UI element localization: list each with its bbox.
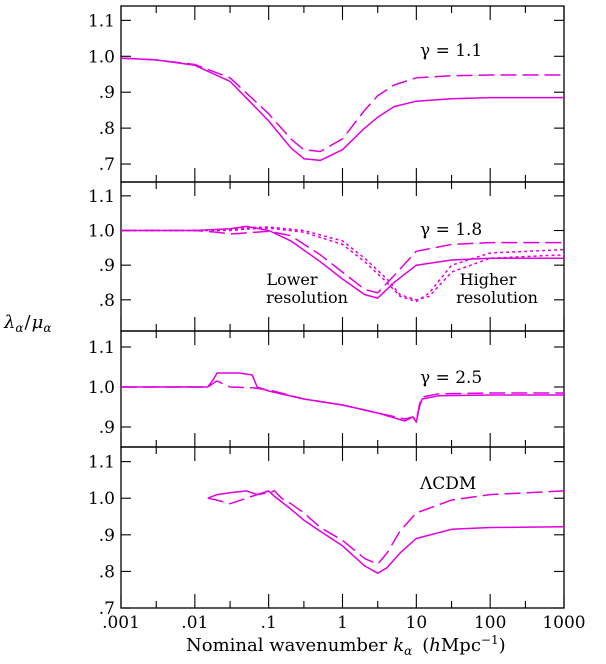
panel-curves xyxy=(207,490,565,574)
y-tick-label: .9 xyxy=(99,418,115,438)
panel-frame xyxy=(120,181,565,332)
x-tick-label: .1 xyxy=(261,613,277,633)
y-tick-label: 1.0 xyxy=(88,489,115,509)
y-axis-label: λα/μα xyxy=(3,312,51,335)
annotation-higher-line2: resolution xyxy=(456,288,538,307)
x-tick-label: .01 xyxy=(181,613,208,633)
panel-ticks xyxy=(120,6,565,182)
x-label-paren-open: ( xyxy=(422,635,429,656)
x-tick-label: 1000 xyxy=(542,613,585,633)
x-label-sup: −1 xyxy=(481,633,499,647)
annotation-lower-line1: Lower xyxy=(266,270,317,289)
x-axis-label: Nominal wavenumber kα (hMpc−1) xyxy=(186,633,506,658)
x-tick-label: .001 xyxy=(102,613,140,633)
x-label-mpc: Mpc xyxy=(441,635,481,656)
y-label-slash: / xyxy=(25,312,32,333)
annotation-higher-line1: Higher xyxy=(460,270,517,289)
series-line-dashed xyxy=(121,380,564,422)
panel-frame xyxy=(120,5,565,183)
y-tick-label: 1.1 xyxy=(88,11,115,31)
series-line-solid xyxy=(121,225,564,299)
panel-gamma-2-5: .9 1.0 1.1 γ = 2.5 xyxy=(88,330,565,448)
panel-ticks xyxy=(120,447,565,609)
series-line-dashed xyxy=(207,490,565,565)
panel-frame xyxy=(120,330,565,448)
y-tick-label: .9 xyxy=(99,526,115,546)
panel-ticks xyxy=(120,331,565,447)
series-line-dashed xyxy=(121,229,564,294)
panel-gamma-1-8: .8 .9 1.0 1.1 γ = 1.8 Lower resolution High… xyxy=(88,181,565,332)
panel-curves xyxy=(121,225,565,303)
y-tick-label: 1.0 xyxy=(88,47,115,67)
panel-ticks xyxy=(120,182,565,331)
x-label-symbol: k xyxy=(393,635,404,656)
y-tick-label: 1.0 xyxy=(88,222,115,242)
panel-gamma-1-1: .7 .8 .9 1.0 1.1 γ = 1.1 xyxy=(88,5,565,183)
x-tick-labels: .001 .01 .1 1 10 100 1000 xyxy=(102,613,586,633)
y-tick-label: 1.1 xyxy=(88,338,115,358)
panel-label: γ = 1.8 xyxy=(420,220,482,240)
y-label-mu: μ xyxy=(32,312,44,333)
x-tick-label: 1 xyxy=(337,613,348,633)
x-label-text: Nominal wavenumber xyxy=(186,635,388,656)
panel-y-tick-labels: .8 .9 1.0 1.1 xyxy=(88,187,115,311)
y-tick-label: 1.1 xyxy=(88,453,115,473)
panel-label: ΛCDM xyxy=(419,474,476,494)
y-tick-label: .7 xyxy=(99,155,115,175)
x-tick-label: 100 xyxy=(474,613,506,633)
panel-lambda-cdm: .7 .8 .9 1.0 1.1 ΛCDM xyxy=(88,446,565,619)
x-label-symbol-sub: α xyxy=(404,644,412,658)
series-line-dashed xyxy=(120,57,564,153)
series-line-dotted xyxy=(121,227,565,303)
series-line-solid xyxy=(120,57,564,162)
panel-label: γ = 2.5 xyxy=(420,368,482,388)
y-tick-label: .7 xyxy=(99,599,115,619)
y-tick-label: .8 xyxy=(99,119,115,139)
panel-y-tick-labels: .7 .8 .9 1.0 1.1 xyxy=(88,11,115,175)
y-tick-label: .9 xyxy=(99,83,115,103)
y-tick-label: .8 xyxy=(99,291,115,311)
y-tick-label: 1.1 xyxy=(88,187,115,207)
series-line-dotted xyxy=(121,226,565,301)
x-label-h: h xyxy=(429,635,441,656)
y-tick-label: .8 xyxy=(99,562,115,582)
x-label-paren-close: ) xyxy=(499,635,506,656)
panel-label: γ = 1.1 xyxy=(420,41,482,61)
panel-y-tick-labels: .9 1.0 1.1 xyxy=(88,338,115,438)
series-line-solid xyxy=(121,372,564,423)
y-label-lambda: λ xyxy=(3,312,15,333)
x-tick-label: 10 xyxy=(406,613,428,633)
y-label-mu-sub: α xyxy=(43,321,51,335)
panel-curves xyxy=(121,372,564,423)
y-tick-label: .9 xyxy=(99,256,115,276)
panel-curves xyxy=(120,57,564,162)
y-tick-label: 1.0 xyxy=(88,378,115,398)
y-label-lambda-sub: α xyxy=(15,321,23,335)
series-line-solid xyxy=(207,490,565,574)
panel-y-tick-labels: .7 .8 .9 1.0 1.1 xyxy=(88,453,115,619)
annotation-lower-line2: resolution xyxy=(266,288,348,307)
